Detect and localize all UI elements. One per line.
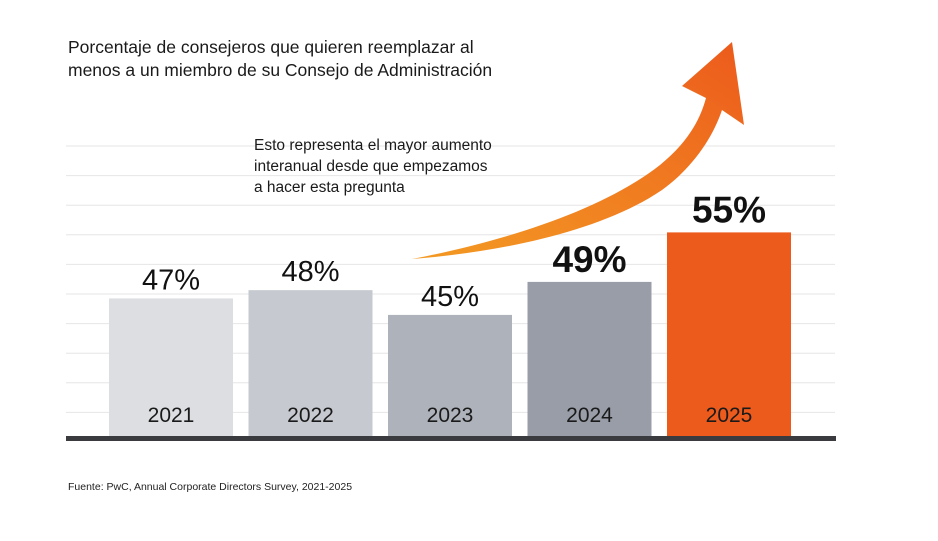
- bar-2021: [109, 298, 233, 437]
- bar-2025: [667, 232, 791, 437]
- bars: [109, 232, 791, 437]
- annotation-line-3: a hacer esta pregunta: [254, 179, 405, 196]
- value-label-2025: 55%: [692, 189, 766, 230]
- value-label-2021: 47%: [142, 264, 200, 296]
- chart-annotation: Esto representa el mayor aumento interan…: [254, 135, 554, 198]
- category-label-2022: 2022: [287, 404, 334, 427]
- chart-title: Porcentaje de consejeros que quieren ree…: [68, 36, 538, 82]
- value-label-2022: 48%: [281, 256, 339, 288]
- source-note: Fuente: PwC, Annual Corporate Directors …: [68, 481, 353, 493]
- trend-arrow-icon: [412, 42, 744, 259]
- bar-2023: [388, 314, 512, 437]
- bar-2024: [527, 281, 652, 437]
- category-label-2023: 2023: [427, 404, 474, 427]
- value-labels: 47% 48% 45% 49% 55%: [142, 189, 766, 313]
- chart-title-line-2: menos a un miembro de su Consejo de Admi…: [68, 60, 493, 80]
- chart-title-line-1: Porcentaje de consejeros que quieren ree…: [68, 37, 474, 57]
- value-label-2024: 49%: [552, 239, 626, 280]
- annotation-line-2: interanual desde que empezamos: [254, 158, 488, 175]
- category-label-2021: 2021: [148, 404, 195, 427]
- category-labels: 2021 2022 2023 2024 2025: [148, 404, 753, 427]
- value-label-2023: 45%: [421, 281, 479, 313]
- baseline-axis: [66, 436, 836, 441]
- category-label-2025: 2025: [706, 404, 753, 427]
- bar-2022: [248, 290, 373, 437]
- category-label-2024: 2024: [566, 404, 613, 427]
- annotation-line-1: Esto representa el mayor aumento: [254, 137, 492, 154]
